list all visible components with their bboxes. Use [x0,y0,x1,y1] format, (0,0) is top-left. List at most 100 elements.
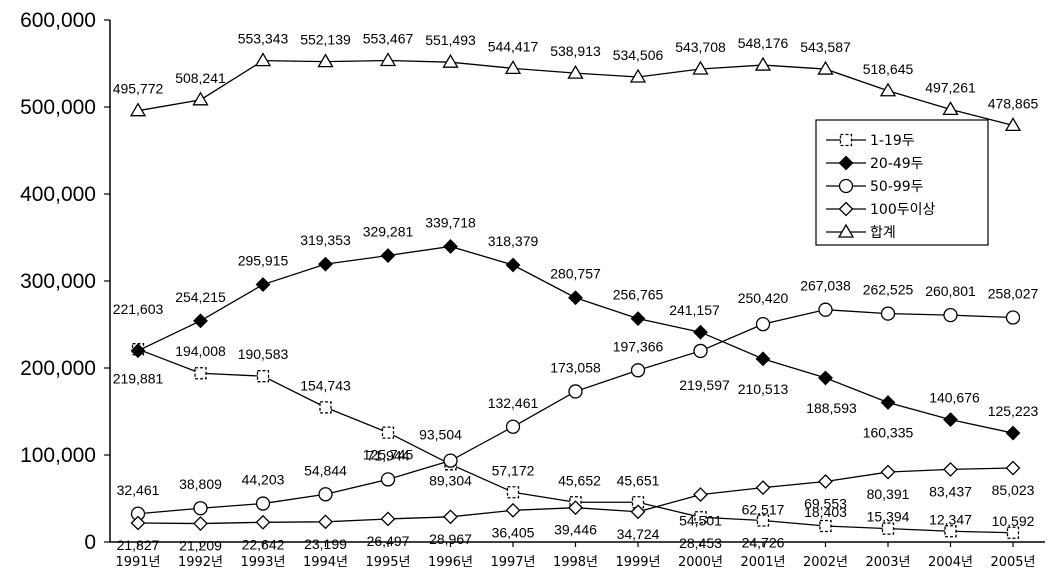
data-point [193,313,208,329]
data-point [130,515,146,531]
y-tick-label: 0 [84,531,96,554]
data-label: 250,420 [738,290,789,306]
data-label: 21,209 [179,538,222,554]
data-label: 23,199 [304,536,347,552]
data-point [755,480,771,496]
y-tick-label: 100,000 [20,444,96,467]
data-label: 125,745 [363,447,414,463]
data-label: 258,027 [988,286,1039,302]
data-label: 62,517 [742,502,785,518]
x-tick-label: 1996년 [428,555,473,570]
data-label: 543,708 [675,39,726,55]
y-axis: 0 100,000 200,000 300,000 400,000 500,000 600,… [20,9,111,554]
data-point [630,311,646,327]
data-label: 254,215 [175,289,226,305]
x-tick-label: 2005년 [990,555,1035,570]
data-label: 544,417 [488,38,539,54]
data-point [1006,526,1020,539]
data-label: 132,461 [488,395,539,411]
data-label: 210,513 [738,381,789,397]
data-label: 38,809 [179,476,222,492]
data-point [443,509,458,525]
data-label: 28,967 [429,531,472,547]
data-point [819,519,832,533]
data-point [380,511,396,527]
data-point [505,502,521,518]
data-label: 329,281 [363,224,414,240]
legend-item: 20-49두 [826,155,924,172]
legend-item: 50-99두 [826,178,924,195]
data-point [319,401,332,414]
legend-item: 1-19두 [826,133,915,149]
series-layer [129,52,1022,539]
data-label: 71,944 [367,447,410,463]
data-label: 194,008 [175,343,226,359]
y-tick-label: 200,000 [20,357,96,380]
data-label: 548,176 [738,35,789,51]
data-label: 12,347 [929,511,972,527]
data-label: 34,724 [617,526,660,542]
data-point [1005,310,1021,325]
legend-marker [839,133,853,147]
series-4 [130,460,1021,531]
data-label: 57,172 [492,462,535,478]
legend-marker [837,223,855,238]
x-axis: 1991년 1992년 1993년 1994년 1995년 1996년 1997년 1998년… [110,541,1045,570]
data-label: 221,603 [113,301,164,317]
data-label: 318,379 [488,233,539,249]
data-label: 543,587 [800,39,851,55]
x-tick-label: 1992년 [178,555,223,570]
x-tick-label: 1998년 [553,555,598,570]
data-point [193,501,208,516]
data-label: 219,597 [679,377,730,393]
data-point [692,60,709,75]
legend-label: 1-19두 [870,133,915,149]
data-label: 339,718 [425,214,476,230]
data-point [942,101,959,116]
data-point [443,239,458,254]
data-point [318,256,333,272]
data-label: 173,058 [550,359,601,375]
y-tick-label: 400,000 [20,183,96,206]
data-label: 262,525 [863,282,914,298]
data-label: 15,394 [867,509,910,525]
data-label: 154,743 [300,377,351,393]
data-label: 478,865 [988,95,1039,111]
data-point [193,516,208,531]
data-point [129,102,147,117]
data-point [568,500,583,516]
data-point [505,257,521,273]
legend-label: 20-49두 [870,156,924,172]
x-tick-label: 1994년 [303,555,348,570]
legend-item: 합계 [826,223,896,241]
data-point [630,504,646,520]
legend-marker [838,201,854,217]
data-label: 551,493 [425,32,476,48]
data-point [880,306,896,321]
data-label: 93,504 [419,427,462,443]
data-point [944,525,957,538]
data-label: 39,446 [554,522,597,538]
data-point [568,384,583,399]
data-label: 32,461 [117,482,160,498]
data-label: 160,335 [863,425,914,441]
data-point [567,64,584,79]
x-tick-label: 2004년 [928,555,973,570]
data-point [568,290,583,306]
data-point [943,412,958,428]
data-point [380,472,396,487]
data-label: 18,403 [804,504,847,520]
data-point [818,370,833,386]
x-tick-label: 1991년 [115,555,160,570]
data-label: 534,506 [613,47,664,63]
data-point [693,343,708,359]
data-point [694,511,707,524]
x-tick-label: 1993년 [240,555,285,570]
data-label: 495,772 [113,81,164,97]
data-point [630,363,646,378]
data-point [255,277,271,292]
data-label: 28,453 [679,535,722,551]
data-label: 85,023 [992,482,1035,498]
data-label: 552,139 [300,32,351,48]
